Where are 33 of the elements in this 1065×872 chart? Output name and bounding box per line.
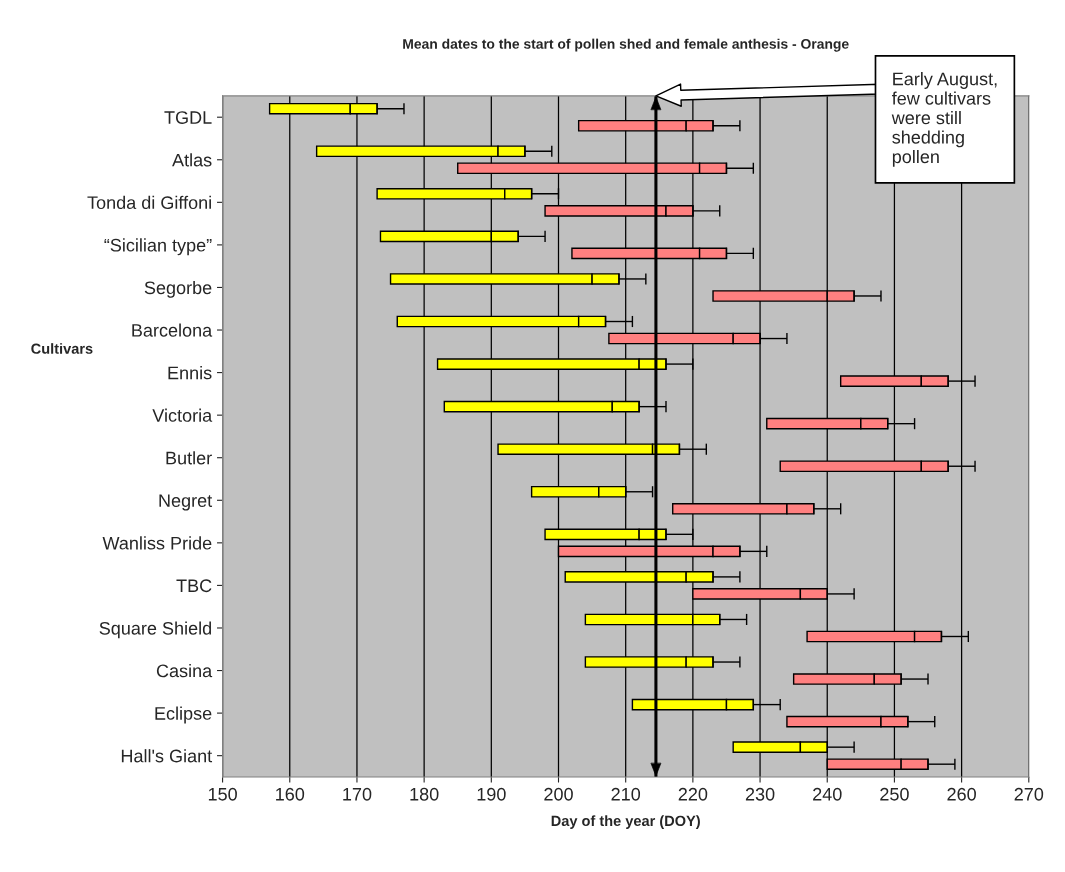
x-tick-label: 240 (813, 787, 842, 801)
y-tick-label: Square Shield (99, 621, 212, 639)
x-tick-label: 260 (947, 787, 976, 801)
x-tick-label: 270 (1014, 787, 1044, 801)
x-tick-label: 220 (678, 787, 708, 801)
y-tick-label: Wanliss Pride (102, 536, 212, 550)
y-tick-label: Barcelona (132, 323, 213, 337)
x-tick-label: 160 (276, 787, 305, 801)
y-tick-label: Tonda di Giffoni (87, 195, 211, 210)
chart-title: Mean dates to the start of pollen shed and female anthesis - Orange (403, 38, 849, 52)
y-axis-title: Cultivars (31, 343, 93, 354)
y-tick-label: Segorbe (144, 280, 212, 298)
y-tick-label: Casina (156, 664, 213, 678)
y-tick-label: Atlas (172, 153, 212, 167)
x-tick-label: 190 (477, 787, 506, 801)
x-tick-label: 210 (611, 787, 641, 801)
y-tick-label: “Sicilian type” (104, 238, 212, 256)
y-tick-label: Ennis (168, 366, 212, 380)
x-tick-label: 230 (745, 787, 775, 801)
x-tick-label: 170 (343, 787, 372, 801)
x-tick-label: 250 (880, 787, 909, 801)
y-tick-label: Eclipse (155, 706, 212, 724)
y-tick-label: Butler (166, 451, 212, 465)
y-tick-label: Victoria (152, 408, 213, 422)
x-axis-title: Day of the year (DOY) (551, 815, 700, 829)
y-tick-label: Hall's Giant (121, 749, 213, 763)
ref-line-label: Early August, few cultivars were still shedding pollen (891, 72, 997, 167)
y-tick-label: Negret (159, 494, 213, 511)
y-tick-label: TBC (176, 579, 212, 593)
x-tick-label: 180 (410, 787, 439, 801)
x-tick-label: 200 (544, 787, 573, 801)
y-tick-label: TGDL (164, 111, 212, 124)
x-tick-label: 150 (208, 787, 237, 801)
